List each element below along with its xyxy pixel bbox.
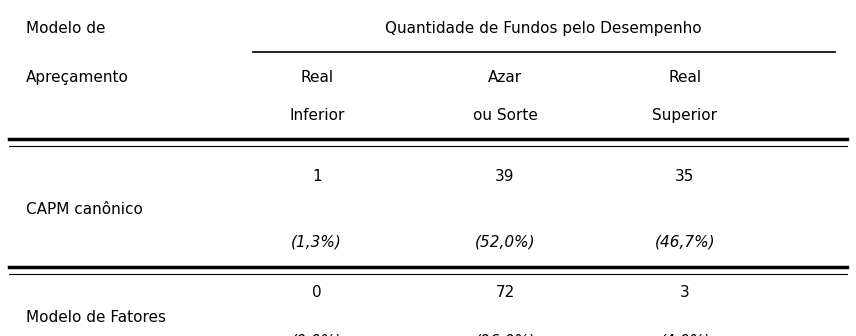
Text: Azar: Azar <box>488 70 522 85</box>
Text: (96,0%): (96,0%) <box>475 334 535 336</box>
Text: 1: 1 <box>312 169 322 184</box>
Text: ou Sorte: ou Sorte <box>473 109 538 123</box>
Text: Real: Real <box>669 70 701 85</box>
Text: 3: 3 <box>680 285 690 300</box>
Text: (1,3%): (1,3%) <box>291 235 342 249</box>
Text: (4,0%): (4,0%) <box>659 334 710 336</box>
Text: Superior: Superior <box>652 109 717 123</box>
Text: Modelo de Fatores: Modelo de Fatores <box>26 310 166 325</box>
Text: Quantidade de Fundos pelo Desempenho: Quantidade de Fundos pelo Desempenho <box>385 21 702 36</box>
Text: Real: Real <box>300 70 333 85</box>
Text: Inferior: Inferior <box>289 109 344 123</box>
Text: 39: 39 <box>496 169 514 184</box>
Text: (0,0%): (0,0%) <box>291 334 342 336</box>
Text: Apreçamento: Apreçamento <box>26 70 128 85</box>
Text: 35: 35 <box>675 169 694 184</box>
Text: Modelo de: Modelo de <box>26 21 105 36</box>
Text: (52,0%): (52,0%) <box>475 235 535 249</box>
Text: 72: 72 <box>496 285 514 300</box>
Text: CAPM canônico: CAPM canônico <box>26 203 143 217</box>
Text: (46,7%): (46,7%) <box>655 235 715 249</box>
Text: 0: 0 <box>312 285 322 300</box>
